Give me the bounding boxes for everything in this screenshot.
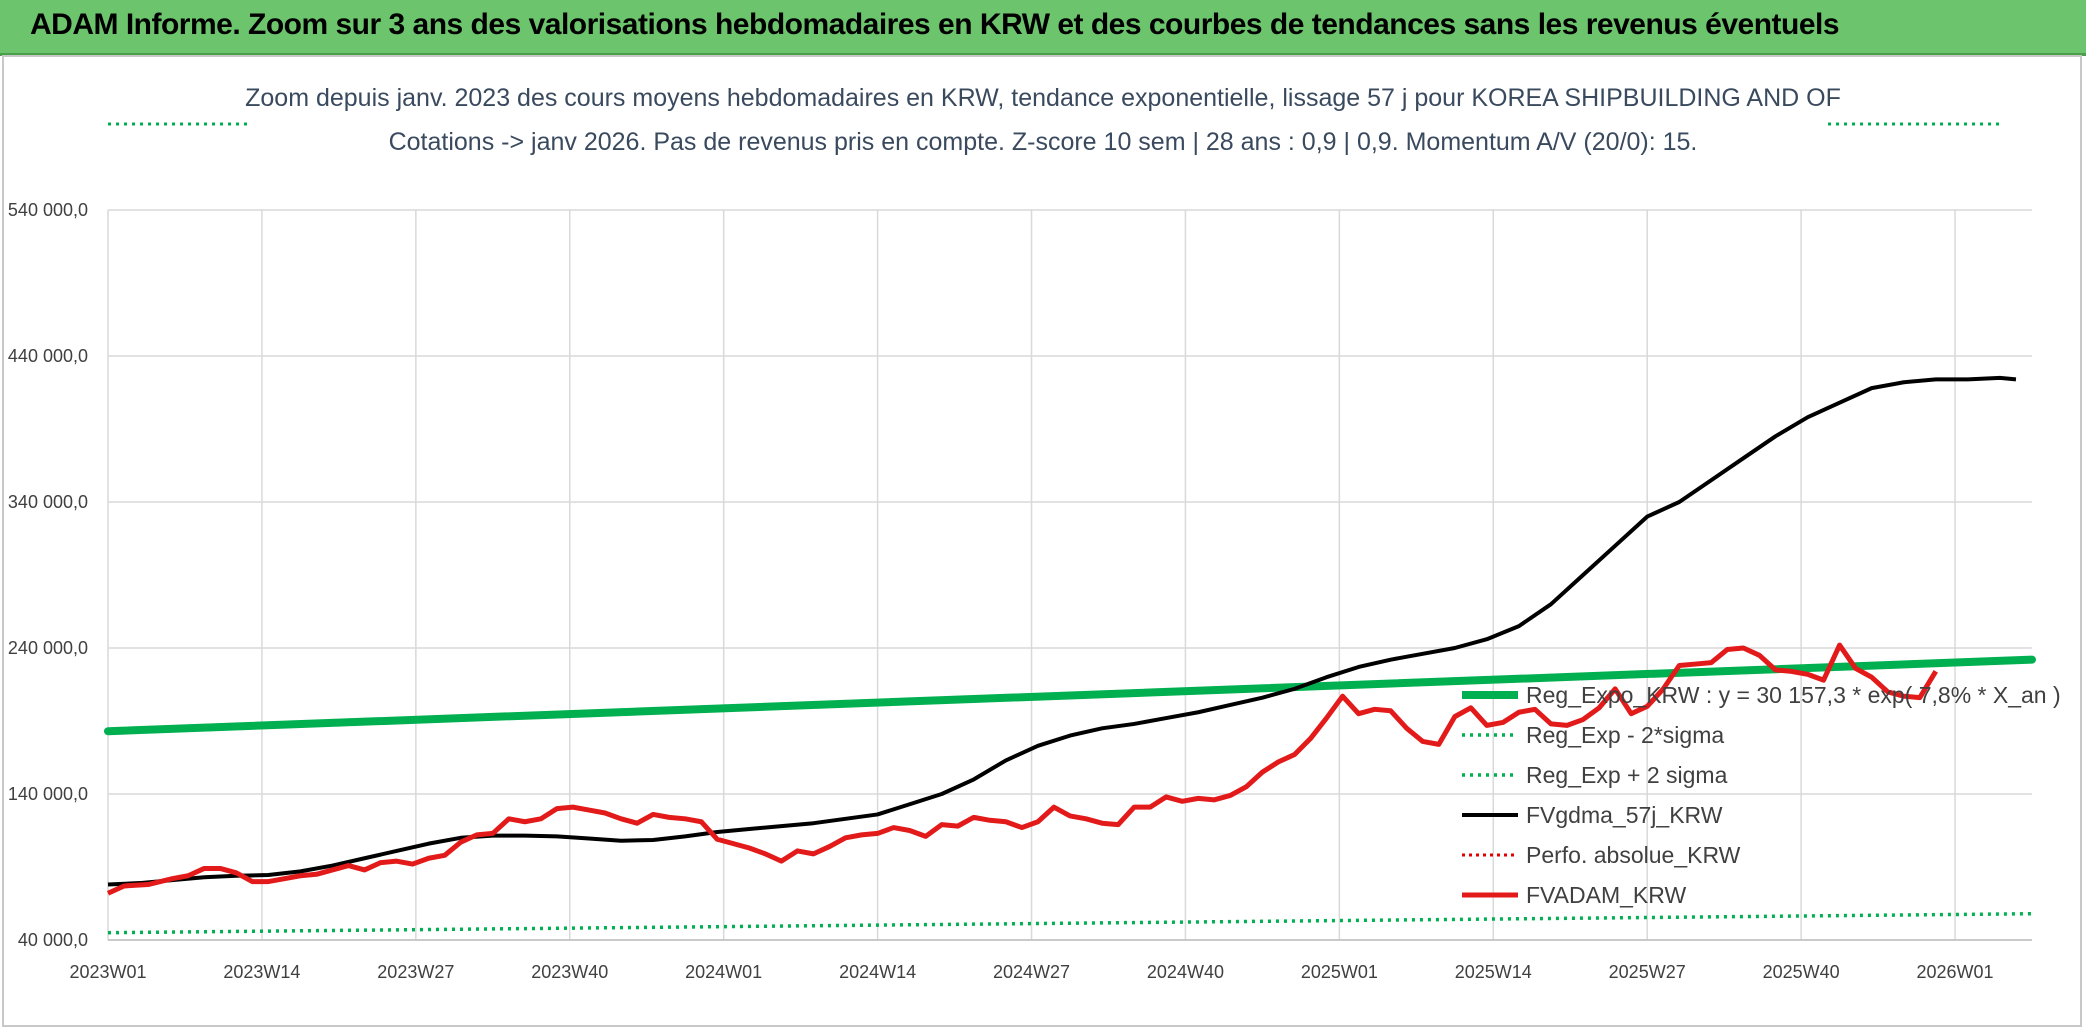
- chart-frame: [2, 55, 2082, 1027]
- legend-label: Reg_Exp - 2*sigma: [1526, 722, 1724, 748]
- x-tick-label: 2024W27: [993, 962, 1070, 982]
- legend-label: FVADAM_KRW: [1526, 882, 1686, 908]
- chart-title: Zoom depuis janv. 2023 des cours moyens …: [245, 84, 1841, 112]
- header-banner: ADAM Informe. Zoom sur 3 ans des valoris…: [0, 0, 2086, 56]
- x-tick-label: 2025W14: [1455, 962, 1532, 982]
- y-tick-label: 540 000,0: [8, 200, 88, 220]
- x-tick-label: 2025W27: [1609, 962, 1686, 982]
- legend-label: Reg_Exp + 2 sigma: [1526, 762, 1728, 788]
- x-tick-label: 2026W01: [1917, 962, 1994, 982]
- series-fvadam-price: [106, 642, 1938, 896]
- legend-label: Perfo. absolue_KRW: [1526, 842, 1741, 868]
- chart-subtitle: Cotations -> janv 2026. Pas de revenus p…: [388, 128, 1698, 156]
- series-fvgdma-57j: [107, 375, 2017, 887]
- series-reg-exp-minus-2sigma: [107, 911, 2033, 935]
- x-tick-label: 2023W01: [69, 962, 146, 982]
- x-tick-label: 2023W14: [223, 962, 300, 982]
- y-tick-label: 140 000,0: [8, 784, 88, 804]
- legend-label: Reg_Expo_KRW : y = 30 157,3 * exp( 7,8% …: [1526, 682, 2061, 708]
- report-title: ADAM Informe. Zoom sur 3 ans des valoris…: [30, 8, 1840, 41]
- x-tick-label: 2024W40: [1147, 962, 1224, 982]
- y-tick-label: 440 000,0: [8, 346, 88, 366]
- y-tick-label: 340 000,0: [8, 492, 88, 512]
- x-tick-label: 2024W14: [839, 962, 916, 982]
- x-tick-label: 2023W40: [531, 962, 608, 982]
- x-tick-label: 2023W27: [377, 962, 454, 982]
- x-tick-label: 2025W01: [1301, 962, 1378, 982]
- y-tick-label: 40 000,0: [18, 930, 88, 950]
- y-tick-label: 240 000,0: [8, 638, 88, 658]
- x-tick-label: 2025W40: [1763, 962, 1840, 982]
- legend-label: FVgdma_57j_KRW: [1526, 802, 1723, 828]
- x-tick-label: 2024W01: [685, 962, 762, 982]
- series-reg-expo: [104, 655, 2036, 736]
